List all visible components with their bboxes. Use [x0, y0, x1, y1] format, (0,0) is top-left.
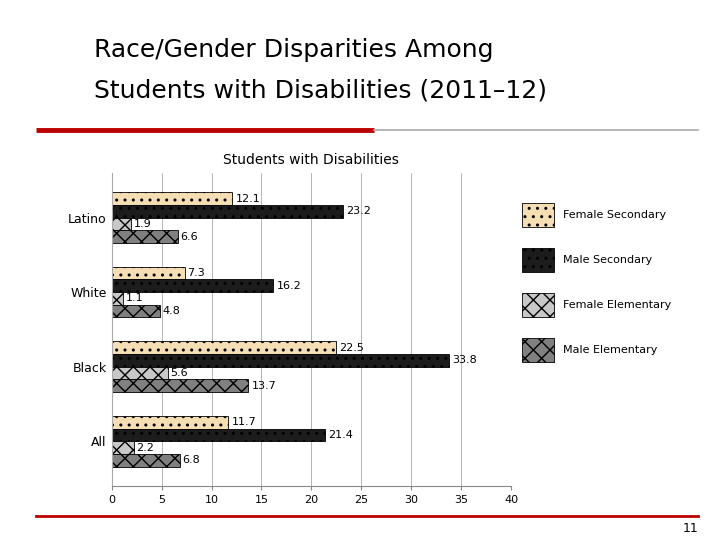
Text: 23.2: 23.2	[346, 206, 372, 216]
Text: Female Secondary: Female Secondary	[563, 210, 667, 220]
Text: 6.8: 6.8	[183, 455, 200, 465]
Bar	[112, 380, 248, 392]
Text: 4.8: 4.8	[163, 306, 181, 316]
Text: Students with Disabilities (2011–12): Students with Disabilities (2011–12)	[94, 78, 546, 102]
Bar	[112, 341, 336, 354]
Bar	[112, 218, 130, 230]
Text: Male Secondary: Male Secondary	[563, 255, 652, 265]
Bar	[112, 354, 449, 367]
Text: 2.2: 2.2	[137, 443, 155, 453]
Text: Male Elementary: Male Elementary	[563, 345, 658, 355]
Text: 11: 11	[683, 522, 698, 535]
Text: 12.1: 12.1	[235, 193, 260, 204]
Text: 13.7: 13.7	[251, 381, 276, 391]
Bar	[112, 429, 325, 441]
Text: 33.8: 33.8	[452, 355, 477, 366]
Bar	[112, 230, 178, 243]
Text: Race/Gender Disparities Among: Race/Gender Disparities Among	[94, 38, 493, 62]
Bar	[522, 338, 554, 362]
Bar	[522, 248, 554, 272]
Bar	[112, 205, 343, 218]
Bar	[112, 267, 184, 279]
Bar	[112, 416, 228, 429]
Bar	[112, 367, 168, 380]
Text: Female Elementary: Female Elementary	[563, 300, 672, 310]
Bar	[522, 293, 554, 317]
Text: 7.3: 7.3	[187, 268, 205, 278]
Bar	[112, 279, 274, 292]
Bar	[112, 305, 160, 318]
Text: 16.2: 16.2	[276, 281, 301, 291]
Text: 1.9: 1.9	[134, 219, 151, 229]
Text: 11.7: 11.7	[232, 417, 256, 427]
Text: 22.5: 22.5	[339, 343, 364, 353]
Bar	[112, 192, 233, 205]
Bar	[112, 292, 122, 305]
Text: 6.6: 6.6	[181, 232, 198, 241]
Bar	[522, 203, 554, 227]
Title: Students with Disabilities: Students with Disabilities	[223, 153, 400, 167]
Text: 5.6: 5.6	[171, 368, 188, 378]
Bar	[112, 454, 179, 467]
Text: 21.4: 21.4	[328, 430, 354, 440]
Text: 1.1: 1.1	[125, 293, 143, 303]
Bar	[112, 441, 134, 454]
